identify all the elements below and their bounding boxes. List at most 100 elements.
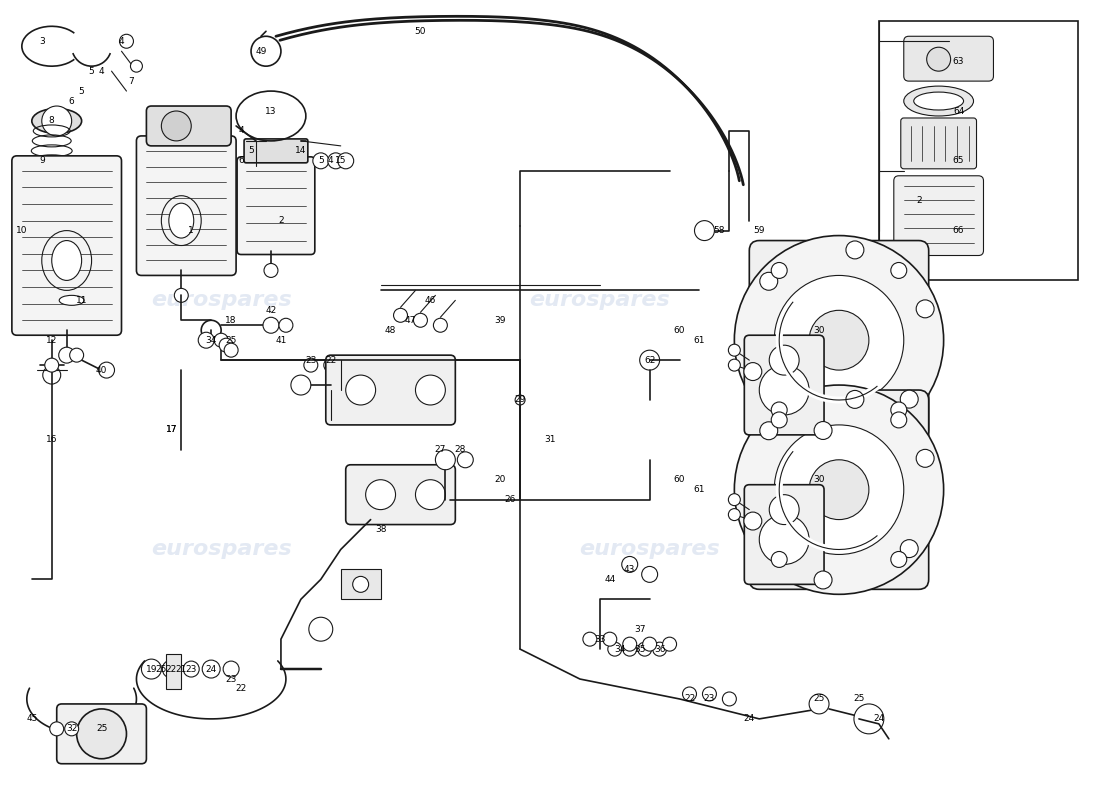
FancyBboxPatch shape xyxy=(136,136,236,275)
Text: 15: 15 xyxy=(336,156,346,166)
Text: 24: 24 xyxy=(873,714,884,723)
Circle shape xyxy=(728,509,740,521)
Text: 8: 8 xyxy=(48,117,55,126)
Text: 33: 33 xyxy=(594,634,606,644)
Circle shape xyxy=(623,642,637,656)
Text: 36: 36 xyxy=(653,645,666,654)
Text: 5: 5 xyxy=(318,156,323,166)
Ellipse shape xyxy=(904,86,974,116)
FancyBboxPatch shape xyxy=(745,335,824,435)
Circle shape xyxy=(728,344,740,356)
Text: 22: 22 xyxy=(166,665,177,674)
Text: 38: 38 xyxy=(375,525,386,534)
Text: 6: 6 xyxy=(239,156,244,166)
Text: 44: 44 xyxy=(604,575,615,584)
Text: 1: 1 xyxy=(188,226,194,235)
Text: 43: 43 xyxy=(624,565,636,574)
Circle shape xyxy=(703,687,716,701)
Circle shape xyxy=(623,637,637,651)
Circle shape xyxy=(174,288,188,302)
Text: 4: 4 xyxy=(99,66,104,76)
Text: 19: 19 xyxy=(145,665,157,674)
FancyBboxPatch shape xyxy=(57,704,146,764)
Circle shape xyxy=(846,241,864,259)
Circle shape xyxy=(771,551,788,567)
Text: 16: 16 xyxy=(46,435,57,444)
Circle shape xyxy=(184,661,199,677)
Circle shape xyxy=(814,422,832,439)
Text: 60: 60 xyxy=(674,326,685,334)
Text: 3: 3 xyxy=(39,37,45,46)
Text: 12: 12 xyxy=(46,336,57,345)
Text: 34: 34 xyxy=(614,645,626,654)
Circle shape xyxy=(694,221,714,241)
Text: 31: 31 xyxy=(544,435,556,444)
Circle shape xyxy=(810,460,869,519)
Circle shape xyxy=(728,359,740,371)
FancyBboxPatch shape xyxy=(238,157,315,254)
Text: 20: 20 xyxy=(495,475,506,484)
Circle shape xyxy=(69,348,84,362)
Circle shape xyxy=(162,111,191,141)
Text: 18: 18 xyxy=(226,316,236,325)
Text: 37: 37 xyxy=(634,625,646,634)
Circle shape xyxy=(769,494,799,525)
Text: 23: 23 xyxy=(226,674,236,683)
Circle shape xyxy=(131,60,142,72)
Circle shape xyxy=(760,272,778,290)
Circle shape xyxy=(163,660,180,678)
Text: 25: 25 xyxy=(226,336,236,345)
Circle shape xyxy=(771,262,788,278)
Circle shape xyxy=(682,687,696,701)
Circle shape xyxy=(45,358,58,372)
FancyBboxPatch shape xyxy=(345,465,455,525)
Text: 58: 58 xyxy=(714,226,725,235)
Circle shape xyxy=(77,709,127,758)
Circle shape xyxy=(771,402,788,418)
Circle shape xyxy=(43,366,60,384)
Circle shape xyxy=(774,275,904,405)
FancyBboxPatch shape xyxy=(904,36,993,81)
Text: 25: 25 xyxy=(854,694,865,703)
Text: 17: 17 xyxy=(166,426,177,434)
Circle shape xyxy=(515,395,525,405)
Text: 64: 64 xyxy=(953,106,965,115)
Ellipse shape xyxy=(52,241,81,281)
Text: 49: 49 xyxy=(255,46,266,56)
Circle shape xyxy=(638,642,651,656)
Circle shape xyxy=(394,308,407,322)
Text: 7: 7 xyxy=(129,77,134,86)
Ellipse shape xyxy=(168,203,194,238)
Text: 2: 2 xyxy=(278,216,284,225)
Text: 66: 66 xyxy=(953,226,965,235)
Circle shape xyxy=(652,642,667,656)
Text: 5: 5 xyxy=(249,146,254,155)
Text: 4: 4 xyxy=(328,156,333,166)
FancyBboxPatch shape xyxy=(745,485,824,584)
Text: 40: 40 xyxy=(96,366,108,374)
Text: 60: 60 xyxy=(674,475,685,484)
FancyBboxPatch shape xyxy=(901,118,977,169)
Ellipse shape xyxy=(30,165,74,177)
Circle shape xyxy=(814,571,832,589)
Text: 47: 47 xyxy=(405,316,416,325)
FancyBboxPatch shape xyxy=(326,355,455,425)
Text: eurospares: eurospares xyxy=(580,539,720,559)
Circle shape xyxy=(323,358,338,372)
Text: 30: 30 xyxy=(813,475,825,484)
Text: eurospares: eurospares xyxy=(151,290,292,310)
Circle shape xyxy=(436,450,455,470)
Text: 35: 35 xyxy=(634,645,646,654)
Circle shape xyxy=(353,576,369,592)
Circle shape xyxy=(926,47,950,71)
Circle shape xyxy=(214,334,228,347)
Circle shape xyxy=(223,661,239,677)
Circle shape xyxy=(416,375,446,405)
Circle shape xyxy=(338,153,354,169)
Text: 48: 48 xyxy=(385,326,396,334)
Circle shape xyxy=(900,390,918,408)
Text: 28: 28 xyxy=(454,446,466,454)
Circle shape xyxy=(810,310,869,370)
Text: eurospares: eurospares xyxy=(529,290,670,310)
Text: eurospares: eurospares xyxy=(151,539,292,559)
